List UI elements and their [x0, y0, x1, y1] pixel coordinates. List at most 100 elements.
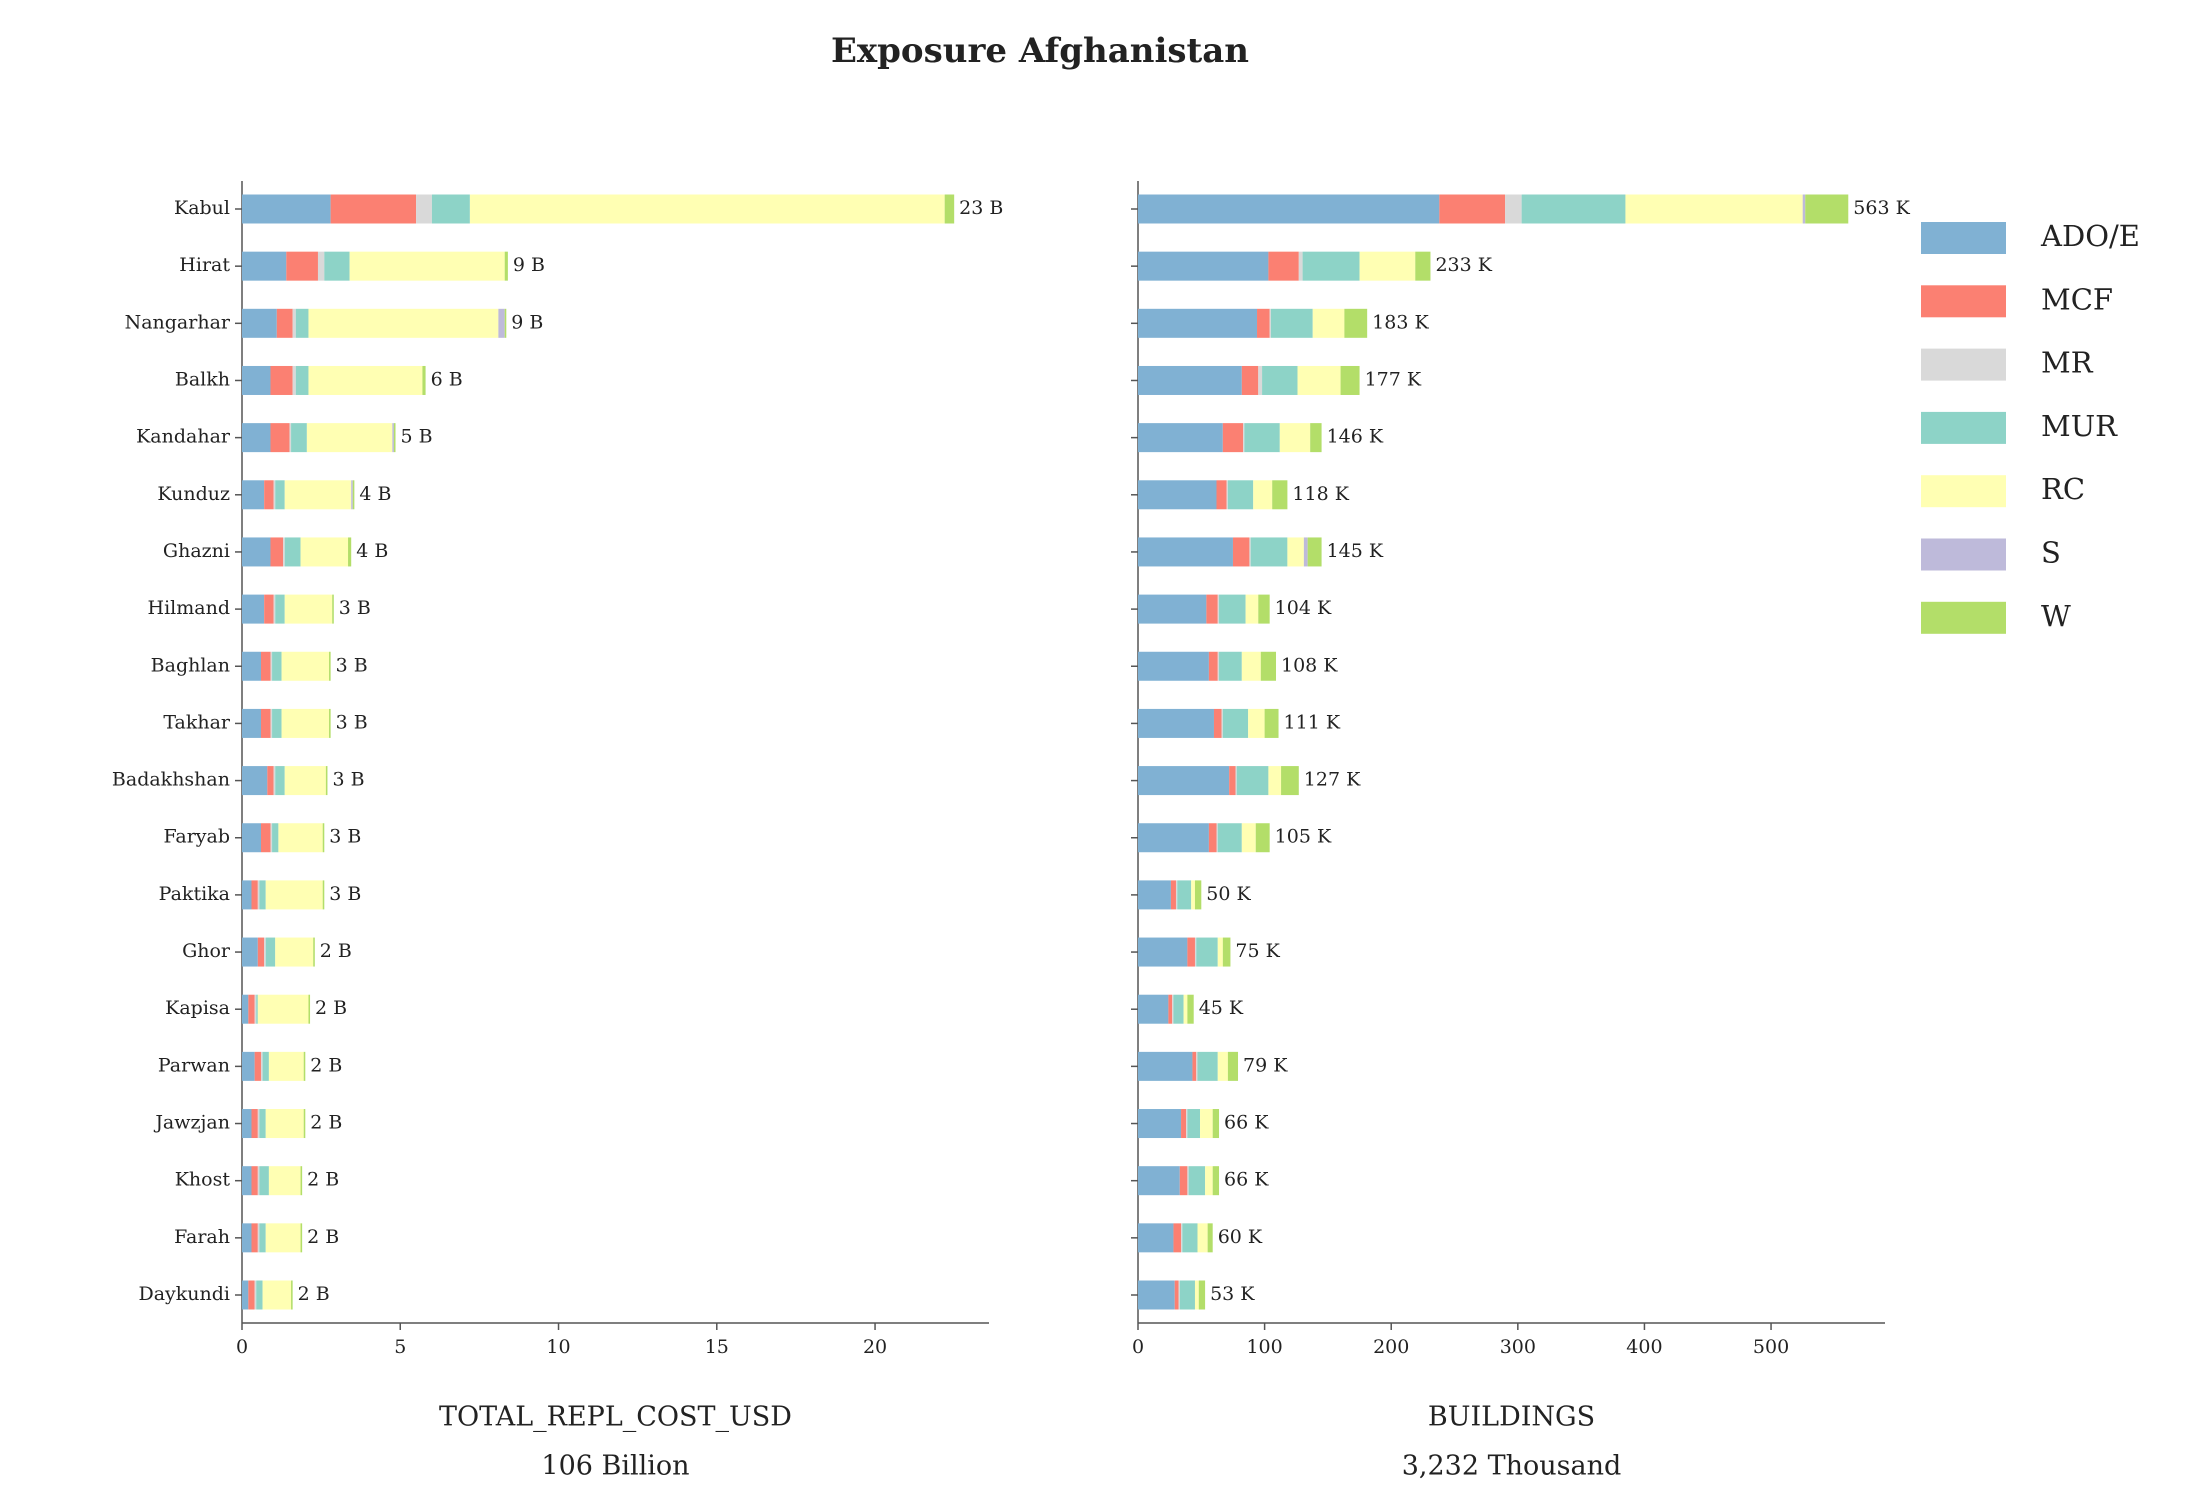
bar-segment [1262, 365, 1298, 395]
x-tick-label: 500 [1753, 1336, 1789, 1358]
total-label: 4 B [359, 483, 391, 505]
bar-segment [1269, 308, 1271, 338]
bar-segment [349, 251, 505, 281]
bar-segment [1241, 651, 1261, 681]
bar-segment [275, 594, 285, 624]
total-label: 53 K [1210, 1283, 1255, 1305]
bar-segment [1212, 1166, 1220, 1196]
bar-segment [291, 423, 307, 453]
bar-segment [1232, 537, 1250, 567]
bar-segment [1187, 1109, 1201, 1139]
legend-label: ADO/E [2040, 219, 2140, 253]
y-tick-label: Jawzjan [153, 1112, 230, 1134]
bar-segment [260, 823, 271, 853]
bar-segment [1244, 423, 1280, 453]
total-label: 118 K [1292, 483, 1349, 505]
bar-segment [1200, 1109, 1213, 1139]
bar-segment [303, 1051, 306, 1081]
bar-segment [1186, 1109, 1188, 1139]
bar-segment [1194, 880, 1202, 910]
bar-segment [1191, 880, 1195, 910]
total-label: 104 K [1275, 597, 1332, 619]
bar-segment [242, 651, 261, 681]
bar-segment [431, 194, 470, 224]
bar-segment [242, 1223, 252, 1253]
bar-segment [260, 651, 271, 681]
total-label: 2 B [310, 1112, 342, 1134]
bar-segment [300, 1223, 303, 1253]
bar-segment [242, 308, 277, 338]
total-label: 145 K [1327, 540, 1384, 562]
bar-segment [1173, 1223, 1182, 1253]
bar-segment [259, 1166, 269, 1196]
bar-segment [300, 1166, 303, 1196]
bar-segment [1270, 308, 1313, 338]
bar-segment [1255, 823, 1270, 853]
y-tick-label: Faryab [163, 826, 230, 848]
bar-segment [1170, 880, 1176, 910]
bar-segment [270, 823, 273, 853]
bar-segment [1198, 1280, 1206, 1310]
total-label: 50 K [1206, 883, 1251, 905]
bar-segment [242, 1280, 249, 1310]
x-tick-label: 10 [546, 1336, 570, 1358]
bar-segment [303, 1109, 306, 1139]
bar-segment [1138, 423, 1223, 453]
y-tick-label: Badakhshan [112, 769, 230, 791]
total-label: 23 B [959, 197, 1003, 219]
bar-segment [1197, 1051, 1218, 1081]
bar-segment [1196, 937, 1218, 967]
bar-segment [1181, 1109, 1187, 1139]
bar-segment [1439, 194, 1506, 224]
bar-segment [1212, 1109, 1220, 1139]
x-axis-total: 3,232 Thousand [1402, 1451, 1622, 1482]
bar-segment [254, 994, 257, 1024]
bar-segment [1340, 365, 1360, 395]
bar-segment [1194, 1280, 1199, 1310]
bar-segment [1138, 1051, 1193, 1081]
bar-segment [1297, 365, 1341, 395]
bar-segment [1168, 994, 1173, 1024]
y-tick-label: Farah [174, 1226, 230, 1248]
bar-segment [1312, 308, 1345, 338]
x-tick-label: 200 [1373, 1336, 1409, 1358]
bar-segment [275, 766, 285, 796]
legend-label: S [2041, 536, 2061, 570]
total-label: 5 B [401, 426, 433, 448]
bar-segment [1298, 251, 1303, 281]
bar-segment [265, 937, 276, 967]
total-label: 79 K [1243, 1054, 1288, 1076]
x-tick-label: 5 [394, 1336, 406, 1358]
bar-segment [242, 1109, 252, 1139]
bar-segment [242, 994, 249, 1024]
bar-segment [1253, 480, 1273, 510]
bar-segment [1248, 708, 1265, 738]
bar-segment [1183, 994, 1188, 1024]
bar-segment [1216, 480, 1227, 510]
bar-segment [1138, 708, 1214, 738]
bar-segment [1179, 1166, 1188, 1196]
bar-segment [275, 480, 285, 510]
bar-segment [268, 1051, 304, 1081]
legend-swatch [1921, 348, 2006, 381]
bar-segment [325, 766, 328, 796]
bar-segment [264, 594, 274, 624]
bar-segment [1196, 1051, 1198, 1081]
bar-segment [348, 537, 352, 567]
bar-segment [242, 251, 287, 281]
x-tick-label: 400 [1626, 1336, 1662, 1358]
bar-segment [242, 594, 265, 624]
x-axis-total: 106 Billion [541, 1451, 689, 1482]
total-label: 66 K [1224, 1112, 1269, 1134]
bar-segment [286, 251, 318, 281]
bar-segment [273, 480, 276, 510]
bar-segment [251, 1166, 258, 1196]
bar-segment [317, 251, 325, 281]
bar-segment [281, 651, 330, 681]
bar-segment [351, 480, 353, 510]
legend-swatch [1921, 601, 2006, 634]
bar-segment [1208, 823, 1217, 853]
bar-segment [1173, 994, 1184, 1024]
total-label: 2 B [315, 997, 347, 1019]
